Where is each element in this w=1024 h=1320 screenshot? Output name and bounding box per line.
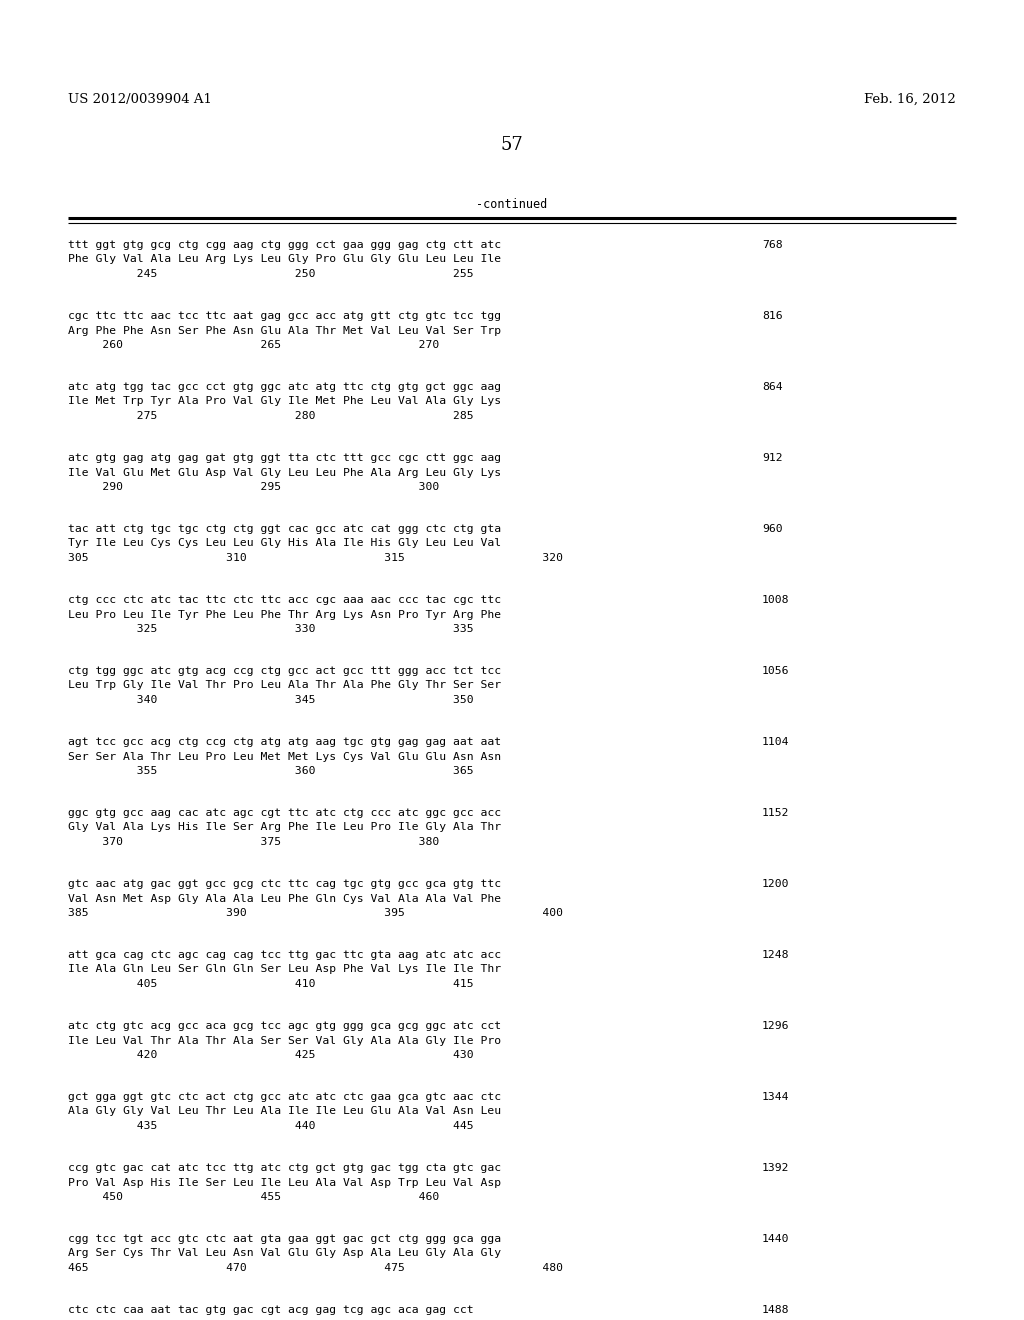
Text: 1344: 1344 — [762, 1092, 790, 1102]
Text: 57: 57 — [501, 136, 523, 154]
Text: ctg ccc ctc atc tac ttc ctc ttc acc cgc aaa aac ccc tac cgc ttc: ctg ccc ctc atc tac ttc ctc ttc acc cgc … — [68, 595, 501, 605]
Text: -continued: -continued — [476, 198, 548, 211]
Text: ggc gtg gcc aag cac atc agc cgt ttc atc ctg ccc atc ggc gcc acc: ggc gtg gcc aag cac atc agc cgt ttc atc … — [68, 808, 501, 818]
Text: 465                    470                    475                    480: 465 470 475 480 — [68, 1263, 563, 1272]
Text: Ile Ala Gln Leu Ser Gln Gln Ser Leu Asp Phe Val Lys Ile Ile Thr: Ile Ala Gln Leu Ser Gln Gln Ser Leu Asp … — [68, 965, 501, 974]
Text: 1296: 1296 — [762, 1020, 790, 1031]
Text: gct gga ggt gtc ctc act ctg gcc atc atc ctc gaa gca gtc aac ctc: gct gga ggt gtc ctc act ctg gcc atc atc … — [68, 1092, 501, 1102]
Text: Val Asn Met Asp Gly Ala Ala Leu Phe Gln Cys Val Ala Ala Val Phe: Val Asn Met Asp Gly Ala Ala Leu Phe Gln … — [68, 894, 501, 903]
Text: 385                    390                    395                    400: 385 390 395 400 — [68, 908, 563, 917]
Text: 260                    265                    270: 260 265 270 — [68, 341, 439, 350]
Text: atc ctg gtc acg gcc aca gcg tcc agc gtg ggg gca gcg ggc atc cct: atc ctg gtc acg gcc aca gcg tcc agc gtg … — [68, 1020, 501, 1031]
Text: US 2012/0039904 A1: US 2012/0039904 A1 — [68, 92, 212, 106]
Text: 912: 912 — [762, 453, 782, 463]
Text: Ile Met Trp Tyr Ala Pro Val Gly Ile Met Phe Leu Val Ala Gly Lys: Ile Met Trp Tyr Ala Pro Val Gly Ile Met … — [68, 396, 501, 407]
Text: Arg Ser Cys Thr Val Leu Asn Val Glu Gly Asp Ala Leu Gly Ala Gly: Arg Ser Cys Thr Val Leu Asn Val Glu Gly … — [68, 1249, 501, 1258]
Text: 1248: 1248 — [762, 950, 790, 960]
Text: 1440: 1440 — [762, 1234, 790, 1243]
Text: 1152: 1152 — [762, 808, 790, 818]
Text: Ile Val Glu Met Glu Asp Val Gly Leu Leu Phe Ala Arg Leu Gly Lys: Ile Val Glu Met Glu Asp Val Gly Leu Leu … — [68, 467, 501, 478]
Text: 864: 864 — [762, 381, 782, 392]
Text: ctc ctc caa aat tac gtg gac cgt acg gag tcg agc aca gag cct: ctc ctc caa aat tac gtg gac cgt acg gag … — [68, 1305, 474, 1315]
Text: ccg gtc gac cat atc tcc ttg atc ctg gct gtg gac tgg cta gtc gac: ccg gtc gac cat atc tcc ttg atc ctg gct … — [68, 1163, 501, 1173]
Text: Tyr Ile Leu Cys Cys Leu Leu Gly His Ala Ile His Gly Leu Leu Val: Tyr Ile Leu Cys Cys Leu Leu Gly His Ala … — [68, 539, 501, 549]
Text: 960: 960 — [762, 524, 782, 535]
Text: 1104: 1104 — [762, 737, 790, 747]
Text: 768: 768 — [762, 240, 782, 249]
Text: 305                    310                    315                    320: 305 310 315 320 — [68, 553, 563, 564]
Text: atc atg tgg tac gcc cct gtg ggc atc atg ttc ctg gtg gct ggc aag: atc atg tgg tac gcc cct gtg ggc atc atg … — [68, 381, 501, 392]
Text: Gly Val Ala Lys His Ile Ser Arg Phe Ile Leu Pro Ile Gly Ala Thr: Gly Val Ala Lys His Ile Ser Arg Phe Ile … — [68, 822, 501, 833]
Text: Feb. 16, 2012: Feb. 16, 2012 — [864, 92, 956, 106]
Text: 405                    410                    415: 405 410 415 — [68, 979, 474, 989]
Text: cgc ttc ttc aac tcc ttc aat gag gcc acc atg gtt ctg gtc tcc tgg: cgc ttc ttc aac tcc ttc aat gag gcc acc … — [68, 312, 501, 321]
Text: cgg tcc tgt acc gtc ctc aat gta gaa ggt gac gct ctg ggg gca gga: cgg tcc tgt acc gtc ctc aat gta gaa ggt … — [68, 1234, 501, 1243]
Text: 355                    360                    365: 355 360 365 — [68, 766, 474, 776]
Text: Leu Trp Gly Ile Val Thr Pro Leu Ala Thr Ala Phe Gly Thr Ser Ser: Leu Trp Gly Ile Val Thr Pro Leu Ala Thr … — [68, 681, 501, 690]
Text: atc gtg gag atg gag gat gtg ggt tta ctc ttt gcc cgc ctt ggc aag: atc gtg gag atg gag gat gtg ggt tta ctc … — [68, 453, 501, 463]
Text: gtc aac atg gac ggt gcc gcg ctc ttc cag tgc gtg gcc gca gtg ttc: gtc aac atg gac ggt gcc gcg ctc ttc cag … — [68, 879, 501, 888]
Text: 420                    425                    430: 420 425 430 — [68, 1049, 474, 1060]
Text: 340                    345                    350: 340 345 350 — [68, 696, 474, 705]
Text: Ser Ser Ala Thr Leu Pro Leu Met Met Lys Cys Val Glu Glu Asn Asn: Ser Ser Ala Thr Leu Pro Leu Met Met Lys … — [68, 751, 501, 762]
Text: Phe Gly Val Ala Leu Arg Lys Leu Gly Pro Glu Gly Glu Leu Leu Ile: Phe Gly Val Ala Leu Arg Lys Leu Gly Pro … — [68, 255, 501, 264]
Text: 1008: 1008 — [762, 595, 790, 605]
Text: 1056: 1056 — [762, 667, 790, 676]
Text: agt tcc gcc acg ctg ccg ctg atg atg aag tgc gtg gag gag aat aat: agt tcc gcc acg ctg ccg ctg atg atg aag … — [68, 737, 501, 747]
Text: Leu Pro Leu Ile Tyr Phe Leu Phe Thr Arg Lys Asn Pro Tyr Arg Phe: Leu Pro Leu Ile Tyr Phe Leu Phe Thr Arg … — [68, 610, 501, 619]
Text: ctg tgg ggc atc gtg acg ccg ctg gcc act gcc ttt ggg acc tct tcc: ctg tgg ggc atc gtg acg ccg ctg gcc act … — [68, 667, 501, 676]
Text: 1392: 1392 — [762, 1163, 790, 1173]
Text: 275                    280                    285: 275 280 285 — [68, 411, 474, 421]
Text: Ile Leu Val Thr Ala Thr Ala Ser Ser Val Gly Ala Ala Gly Ile Pro: Ile Leu Val Thr Ala Thr Ala Ser Ser Val … — [68, 1035, 501, 1045]
Text: Ala Gly Gly Val Leu Thr Leu Ala Ile Ile Leu Glu Ala Val Asn Leu: Ala Gly Gly Val Leu Thr Leu Ala Ile Ile … — [68, 1106, 501, 1117]
Text: ttt ggt gtg gcg ctg cgg aag ctg ggg cct gaa ggg gag ctg ctt atc: ttt ggt gtg gcg ctg cgg aag ctg ggg cct … — [68, 240, 501, 249]
Text: 370                    375                    380: 370 375 380 — [68, 837, 439, 847]
Text: Pro Val Asp His Ile Ser Leu Ile Leu Ala Val Asp Trp Leu Val Asp: Pro Val Asp His Ile Ser Leu Ile Leu Ala … — [68, 1177, 501, 1188]
Text: Arg Phe Phe Asn Ser Phe Asn Glu Ala Thr Met Val Leu Val Ser Trp: Arg Phe Phe Asn Ser Phe Asn Glu Ala Thr … — [68, 326, 501, 335]
Text: att gca cag ctc agc cag cag tcc ttg gac ttc gta aag atc atc acc: att gca cag ctc agc cag cag tcc ttg gac … — [68, 950, 501, 960]
Text: 435                    440                    445: 435 440 445 — [68, 1121, 474, 1131]
Text: 245                    250                    255: 245 250 255 — [68, 269, 474, 279]
Text: 325                    330                    335: 325 330 335 — [68, 624, 474, 634]
Text: 816: 816 — [762, 312, 782, 321]
Text: 450                    455                    460: 450 455 460 — [68, 1192, 439, 1203]
Text: 1488: 1488 — [762, 1305, 790, 1315]
Text: tac att ctg tgc tgc ctg ctg ggt cac gcc atc cat ggg ctc ctg gta: tac att ctg tgc tgc ctg ctg ggt cac gcc … — [68, 524, 501, 535]
Text: 1200: 1200 — [762, 879, 790, 888]
Text: 290                    295                    300: 290 295 300 — [68, 482, 439, 492]
